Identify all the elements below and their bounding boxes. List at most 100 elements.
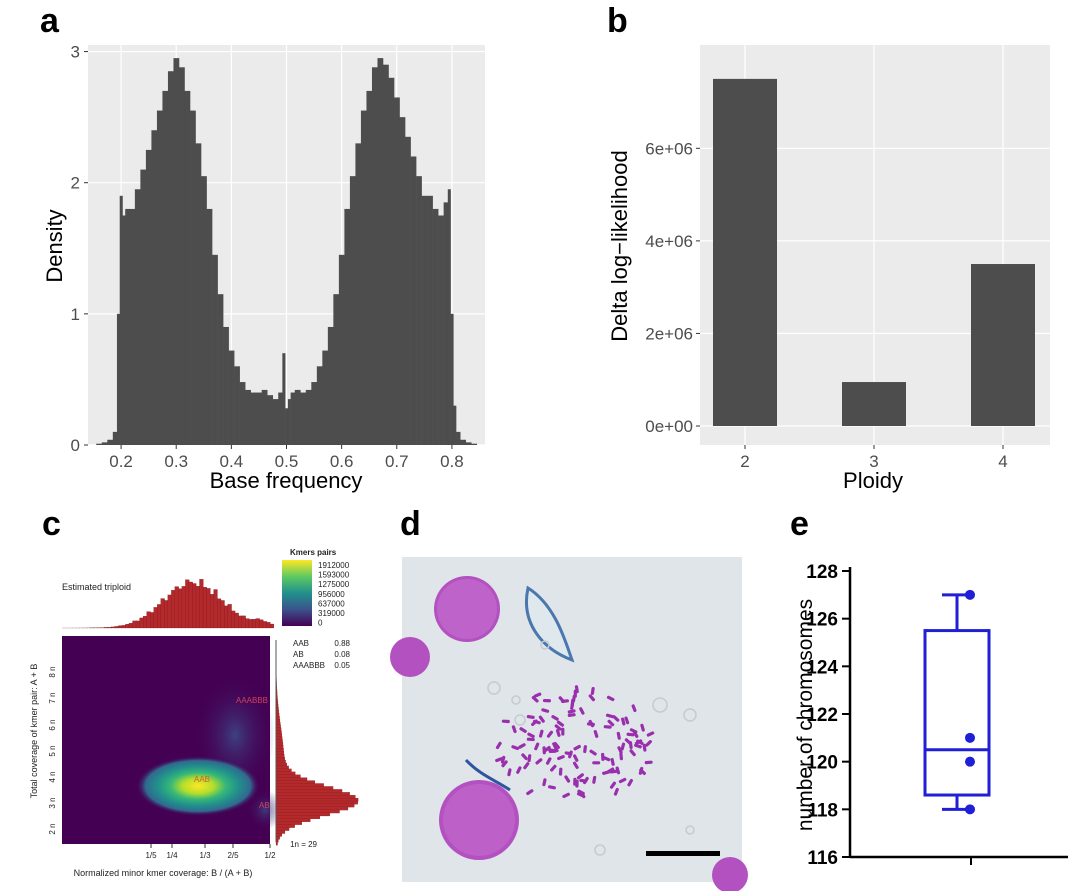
panel-a-bar [394,97,400,445]
panel-c-top-hist-bar [174,586,179,629]
panel-letter-b: b [607,2,628,40]
panel-c-right-hist-bar [275,836,280,840]
chromosome [562,792,570,799]
panel-c-right-hist-bar [275,716,280,720]
panel-b-y-tick-label: 0e+00 [645,417,693,436]
panel-a-bar [316,366,323,445]
panel-c-legend-value: 1912000 [318,561,350,570]
panel-c-top-histogram [61,579,274,629]
panel-c-right-hist-bar [275,730,282,735]
panel-c-x-tick-label: 1/4 [166,851,178,860]
panel-a-x-tick-label: 0.6 [330,452,354,471]
panel-c-x-tick-label: 1/3 [199,851,211,860]
panel-a-bar [382,64,389,446]
chromosome [554,724,562,731]
chromosome [573,754,579,762]
panel-a-bar [107,439,114,445]
chromosome [636,739,644,745]
panel-b-x-tick-label: 2 [740,452,749,471]
chromosome [523,762,530,770]
chromosome-spread [495,685,655,799]
panel-c-proportion-label: AAB [293,639,309,648]
panel-a-bar [344,208,351,445]
panel-c-y-tick-label: 4 n [48,771,57,782]
panel-a-bar [287,399,291,445]
panel-c-right-hist-bar [275,824,295,828]
panel-c-top-hist-bar [167,594,172,629]
chromosome [542,746,546,755]
panel-c-heat-ab [247,790,283,830]
chromosome [551,715,559,721]
chromosome [561,699,569,703]
chromosome [610,757,615,766]
panel-c-top-hist-bar [121,625,126,629]
panel-c-right-hist-bar [275,818,311,822]
chromosome [588,719,595,728]
panel-c-right-hist-bar [275,821,303,825]
panel-c-legend-value: 1593000 [318,571,350,580]
panel-c-right-hist-bar [275,751,285,755]
chromosome [579,778,588,783]
panel-a-bar [349,176,356,446]
panel-c-proportion-value: 0.88 [334,639,350,648]
panel-a-bar [223,326,229,445]
panel-e-y-tick-label: 118 [807,800,838,821]
panel-a-bar [305,389,312,445]
panel-c-top-hist-bar [213,589,218,629]
panel-c-top-hist-bar [128,623,133,629]
scale-bar [646,851,720,856]
panel-e-y-tick-label: 122 [806,705,838,726]
chromosome [570,698,575,707]
panel-a-x-tick-label: 0.8 [440,452,464,471]
chromosome [574,685,579,694]
panel-a-bar [453,405,457,445]
panel-a-bar [267,395,274,445]
panel-c-top-hist-bar [150,612,155,629]
chromosome [527,754,532,763]
chromosome [557,755,565,761]
panel-e-data-point [965,732,975,743]
panel-c-top-hist-bar [262,621,267,629]
panel-a-bar [322,350,329,445]
panel-c-top-hist-bar [206,588,211,629]
micrograph-bubble [594,844,606,856]
nucleus-bottom-texture [443,784,515,856]
panel-a-bar [190,110,196,446]
panel-a-bar [116,313,121,445]
chromosome [631,704,637,713]
chromosome [507,768,512,777]
panel-a-x-tick-label: 0.7 [385,452,409,471]
panel-c-y-tick-label: 5 n [48,745,57,756]
panel-c-right-hist-bar [275,789,343,793]
chromosome [609,781,616,789]
panel-c-right-hist-bar [275,780,316,784]
panel-a-x-tick-label: 0.3 [164,452,188,471]
chromosome [583,745,587,754]
chromosome [564,775,571,783]
panel-a-bar [427,195,433,445]
panel-b-y-tick-label: 2e+06 [645,324,693,343]
panel-c-proportion-value: 0.05 [334,661,350,670]
panel-a-bar [416,176,422,446]
panel-a-bar [460,439,467,445]
panel-e-y-tick-label: 126 [806,610,838,631]
panel-c-top-hist-bar [185,579,190,629]
chromosome [531,696,539,703]
panel-a-bar [206,208,213,445]
panel-a-bar [278,392,283,445]
panel-c-top-hist-bar [224,605,229,629]
panel-c-right-hist-bar [275,748,284,752]
panel-c-y-tick-label: 8 n [48,666,57,677]
chromosome [588,694,596,702]
panel-a-bar [465,442,472,445]
chromosome [542,698,551,703]
panel-c-top-hist-bar [178,588,183,629]
panel-e-y-tick-label: 116 [807,848,838,869]
panel-a-bar [184,90,191,445]
panel-c-right-hist-bar [275,724,281,729]
chromosome [589,749,597,756]
chromosome [621,717,626,726]
panel-c-top-hist-bar [255,618,260,629]
panel-a-bar [338,254,345,445]
